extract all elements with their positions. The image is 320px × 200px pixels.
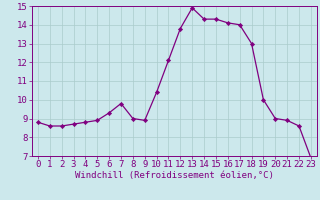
X-axis label: Windchill (Refroidissement éolien,°C): Windchill (Refroidissement éolien,°C): [75, 171, 274, 180]
